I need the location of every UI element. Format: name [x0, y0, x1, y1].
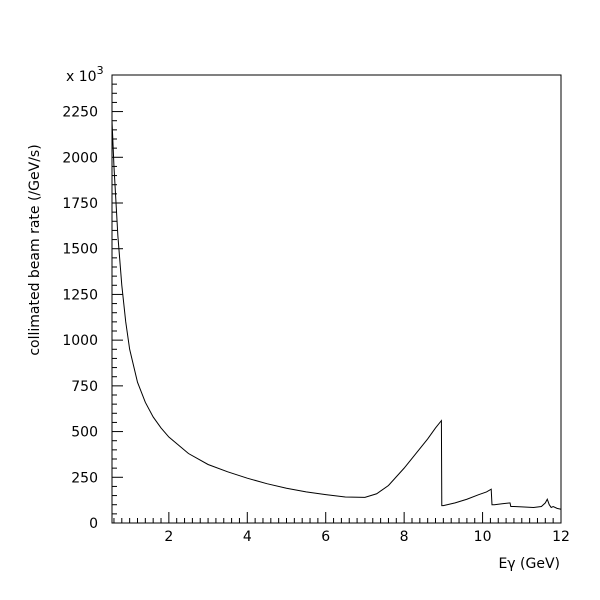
x-tick-labels: 2 4 6 8 10 12	[164, 529, 570, 545]
y-tick-label: 750	[71, 379, 98, 395]
series-line	[111, 120, 562, 510]
y-tick-label: 2250	[62, 105, 98, 121]
x-tick-label: 2	[164, 529, 173, 545]
y-tick-label: 250	[71, 470, 98, 486]
axis-ticks	[112, 74, 562, 524]
y-tick-label: 2000	[62, 150, 98, 166]
y-tick-label: 0	[89, 516, 98, 532]
y-multiplier-label: x 103	[66, 64, 104, 85]
x-tick-label: 10	[474, 529, 492, 545]
y-tick-label: 1250	[62, 287, 98, 303]
x-axis-title: Eγ (GeV)	[498, 556, 560, 572]
plot-frame	[111, 74, 562, 524]
y-multiplier-exponent: 3	[97, 64, 104, 77]
x-tick-label: 12	[552, 529, 570, 545]
y-axis-title: collimated beam rate (/GeV/s)	[27, 144, 43, 355]
y-tick-label: 1500	[62, 242, 98, 258]
y-tick-label: 1000	[62, 333, 98, 349]
y-tick-label: 1750	[62, 196, 98, 212]
y-tick-labels: 0 250 500 750 1000 1250 1500 1750 2000 2250	[62, 105, 98, 532]
y-tick-label: 500	[71, 425, 98, 441]
y-multiplier-text: x 10	[66, 69, 97, 85]
x-tick-label: 6	[321, 529, 330, 545]
x-tick-label: 8	[400, 529, 409, 545]
x-tick-label: 4	[243, 529, 252, 545]
